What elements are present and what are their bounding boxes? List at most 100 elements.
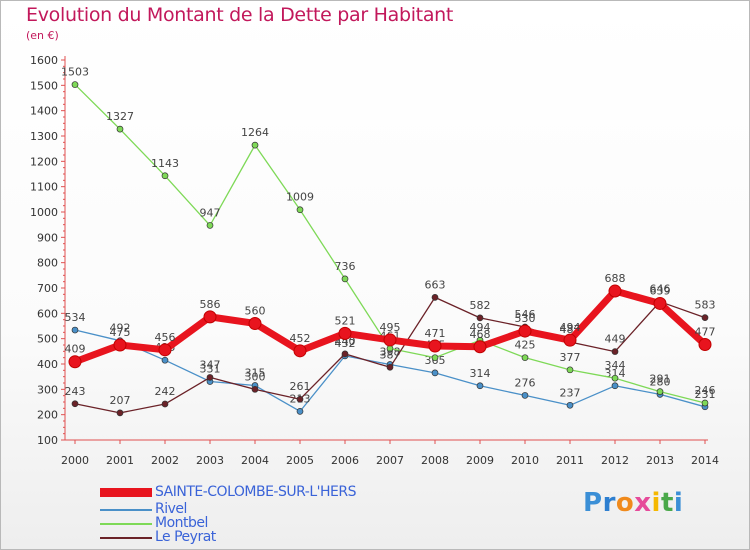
data-point-montbel bbox=[341, 275, 349, 283]
data-label-montbel: 1143 bbox=[151, 157, 179, 170]
data-label-rivel: 314 bbox=[470, 367, 491, 380]
x-tick-label: 2000 bbox=[61, 454, 89, 467]
y-tick-label: 1200 bbox=[30, 155, 58, 168]
legend-item-sainte-colombe-sur-l-hers: SAINTE-COLOMBE-SUR-L'HERS bbox=[100, 485, 420, 501]
data-point-le-peyrat bbox=[161, 400, 169, 408]
data-label-sainte-colombe-sur-l-hers: 468 bbox=[470, 328, 491, 341]
legend-item-montbel: Montbel bbox=[100, 516, 420, 532]
y-tick-label: 1000 bbox=[30, 206, 58, 219]
data-label-rivel: 280 bbox=[650, 375, 671, 388]
x-tick-label: 2006 bbox=[331, 454, 359, 467]
data-label-sainte-colombe-sur-l-hers: 530 bbox=[515, 312, 536, 325]
x-tick-label: 2008 bbox=[421, 454, 449, 467]
data-label-le-peyrat: 646 bbox=[650, 283, 671, 296]
data-point-montbel bbox=[566, 366, 574, 374]
y-tick-label: 1500 bbox=[30, 79, 58, 92]
legend-label: Rivel bbox=[155, 501, 187, 517]
data-label-rivel: 237 bbox=[560, 386, 581, 399]
data-label-montbel: 1327 bbox=[106, 110, 134, 123]
y-tick-label: 500 bbox=[37, 333, 58, 346]
legend-swatch bbox=[100, 537, 152, 539]
data-point-sainte-colombe-sur-l-hers bbox=[293, 344, 307, 358]
chart-title: Evolution du Montant de la Dette par Hab… bbox=[26, 4, 454, 26]
data-point-montbel bbox=[521, 354, 529, 362]
data-label-montbel: 377 bbox=[560, 351, 581, 364]
data-label-sainte-colombe-sur-l-hers: 471 bbox=[425, 327, 446, 340]
logo-letter: i bbox=[651, 488, 661, 518]
chart-subtitle: (en €) bbox=[26, 29, 59, 42]
data-label-sainte-colombe-sur-l-hers: 494 bbox=[560, 321, 581, 334]
y-tick-label: 600 bbox=[37, 307, 58, 320]
logo-letter: P bbox=[583, 488, 603, 518]
x-tick-label: 2003 bbox=[196, 454, 224, 467]
x-tick-label: 2007 bbox=[376, 454, 404, 467]
data-point-le-peyrat bbox=[71, 400, 79, 408]
data-label-sainte-colombe-sur-l-hers: 560 bbox=[245, 304, 266, 317]
data-label-montbel: 494 bbox=[470, 321, 491, 334]
y-tick-label: 300 bbox=[37, 383, 58, 396]
data-label-sainte-colombe-sur-l-hers: 409 bbox=[65, 343, 86, 356]
y-tick-label: 400 bbox=[37, 358, 58, 371]
data-point-sainte-colombe-sur-l-hers bbox=[518, 324, 532, 338]
data-point-rivel bbox=[611, 382, 619, 390]
data-label-sainte-colombe-sur-l-hers: 477 bbox=[695, 325, 716, 338]
data-label-le-peyrat: 207 bbox=[110, 394, 131, 407]
data-point-sainte-colombe-sur-l-hers bbox=[248, 316, 262, 330]
data-point-rivel bbox=[566, 401, 574, 409]
data-point-le-peyrat bbox=[701, 314, 709, 321]
data-label-rivel: 315 bbox=[245, 367, 266, 380]
data-point-sainte-colombe-sur-l-hers bbox=[203, 310, 217, 324]
data-label-rivel: 276 bbox=[515, 376, 536, 389]
data-point-sainte-colombe-sur-l-hers bbox=[338, 326, 352, 340]
data-label-rivel: 331 bbox=[200, 362, 221, 375]
legend-item-rivel: Rivel bbox=[100, 502, 420, 518]
data-label-le-peyrat: 243 bbox=[65, 385, 86, 398]
y-tick-label: 1100 bbox=[30, 181, 58, 194]
x-tick-label: 2012 bbox=[601, 454, 629, 467]
x-tick-label: 2014 bbox=[691, 454, 719, 467]
data-label-rivel: 231 bbox=[695, 388, 716, 401]
data-label-le-peyrat: 663 bbox=[425, 278, 446, 291]
data-label-montbel: 1264 bbox=[241, 126, 269, 139]
logo-letter: r bbox=[602, 488, 616, 518]
y-tick-label: 1600 bbox=[30, 54, 58, 67]
x-tick-label: 2010 bbox=[511, 454, 539, 467]
x-tick-label: 2001 bbox=[106, 454, 134, 467]
data-point-le-peyrat bbox=[341, 350, 349, 358]
data-label-rivel: 398 bbox=[380, 346, 401, 359]
data-label-montbel: 947 bbox=[200, 206, 221, 219]
x-tick-label: 2002 bbox=[151, 454, 179, 467]
data-point-sainte-colombe-sur-l-hers bbox=[563, 333, 577, 347]
data-point-montbel bbox=[611, 374, 619, 382]
data-point-sainte-colombe-sur-l-hers bbox=[383, 333, 397, 347]
data-point-montbel bbox=[161, 172, 169, 180]
data-point-montbel bbox=[431, 354, 439, 362]
y-tick-label: 900 bbox=[37, 231, 58, 244]
data-point-rivel bbox=[521, 392, 529, 399]
data-label-rivel: 314 bbox=[605, 367, 626, 380]
data-point-sainte-colombe-sur-l-hers bbox=[608, 284, 622, 298]
data-point-montbel bbox=[206, 222, 214, 229]
data-label-montbel: 1503 bbox=[61, 66, 89, 79]
data-label-sainte-colombe-sur-l-hers: 639 bbox=[650, 284, 671, 297]
data-label-montbel: 425 bbox=[515, 339, 536, 352]
data-label-le-peyrat: 387 bbox=[380, 348, 401, 361]
y-tick-label: 800 bbox=[37, 257, 58, 270]
logo-letter: o bbox=[615, 488, 635, 518]
legend-label: Montbel bbox=[155, 515, 208, 531]
legend-item-le-peyrat: Le Peyrat bbox=[100, 530, 420, 546]
data-point-montbel bbox=[251, 141, 259, 149]
data-point-rivel bbox=[161, 356, 169, 364]
data-point-sainte-colombe-sur-l-hers bbox=[113, 338, 127, 352]
data-label-le-peyrat: 300 bbox=[245, 370, 266, 383]
data-point-le-peyrat bbox=[296, 395, 304, 403]
data-label-montbel: 246 bbox=[695, 384, 716, 397]
y-tick-label: 100 bbox=[37, 434, 58, 447]
x-tick-label: 2013 bbox=[646, 454, 674, 467]
data-point-sainte-colombe-sur-l-hers bbox=[68, 355, 82, 369]
data-point-le-peyrat bbox=[431, 294, 439, 301]
data-point-rivel bbox=[476, 382, 484, 390]
data-point-montbel bbox=[656, 388, 664, 395]
